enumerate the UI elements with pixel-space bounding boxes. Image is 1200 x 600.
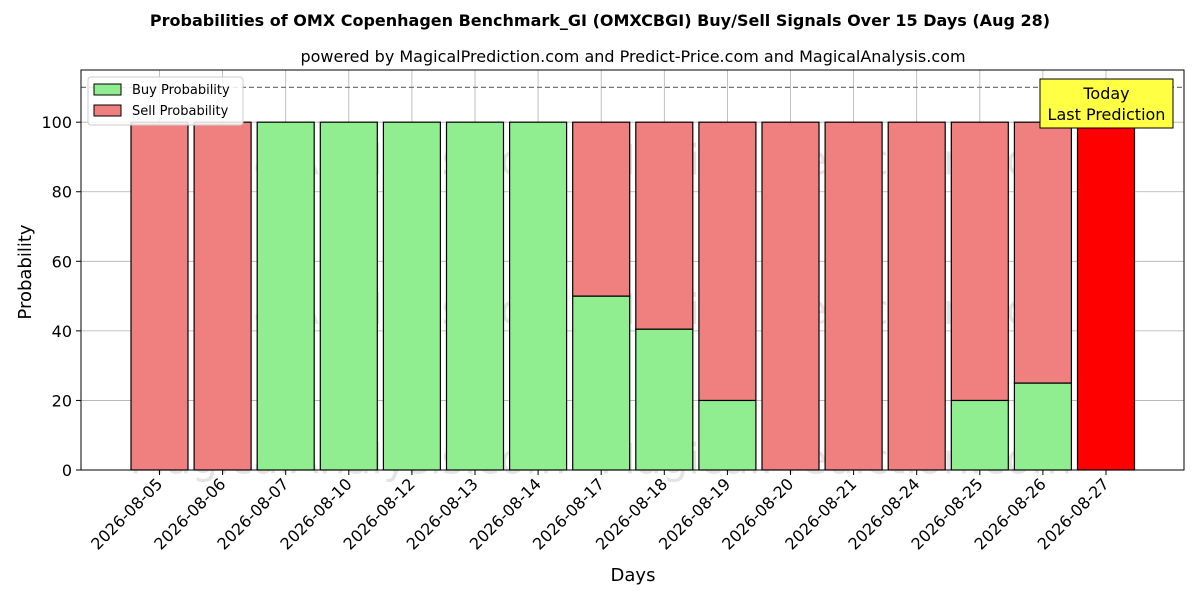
- today-annotation: Today Last Prediction: [1039, 78, 1174, 129]
- legend-swatch: [93, 83, 122, 96]
- legend-swatch: [93, 104, 122, 117]
- bar-sell: [572, 121, 631, 297]
- bar-sell: [824, 121, 883, 471]
- today-annotation-box: [1039, 78, 1174, 129]
- bar-sell: [698, 121, 757, 402]
- today-annotation-text: Today: [1082, 84, 1129, 103]
- bar-sell-highlight: [1076, 121, 1136, 471]
- bar-sell: [761, 121, 820, 471]
- bar-buy: [319, 121, 378, 471]
- bar-sell: [887, 121, 946, 471]
- chart-title: Probabilities of OMX Copenhagen Benchmar…: [150, 11, 1050, 30]
- bars: [130, 121, 1136, 471]
- y-tick-label: 60: [52, 252, 72, 271]
- bar-buy: [256, 121, 315, 471]
- bar-buy: [445, 121, 505, 471]
- bar-sell: [950, 121, 1009, 402]
- bar-buy: [572, 295, 631, 471]
- legend-box: [87, 76, 244, 126]
- bar-buy: [950, 399, 1009, 471]
- bar-buy: [1013, 382, 1073, 471]
- y-tick-label: 0: [62, 461, 72, 480]
- bar-sell: [193, 121, 252, 471]
- today-annotation-text: Last Prediction: [1048, 105, 1166, 124]
- bar-buy: [635, 328, 694, 471]
- bar-sell: [1013, 121, 1073, 384]
- y-tick-label: 100: [41, 113, 72, 132]
- bar-sell: [635, 121, 694, 330]
- bar-buy: [509, 121, 568, 471]
- legend-label: Sell Probability: [132, 104, 229, 119]
- bar-sell: [130, 121, 189, 471]
- legend: Buy Probability Sell Probability: [87, 76, 244, 126]
- bar-buy: [382, 121, 441, 471]
- legend-label: Buy Probability: [132, 83, 230, 98]
- x-axis-label: Days: [611, 565, 656, 586]
- y-tick-label: 20: [52, 391, 72, 410]
- plot-frame: [80, 69, 1185, 471]
- bar-buy: [698, 399, 757, 471]
- chart-subtitle: powered by MagicalPrediction.com and Pre…: [300, 47, 965, 66]
- y-tick-label: 40: [52, 322, 72, 341]
- y-tick-label: 80: [52, 183, 72, 202]
- y-axis-label: Probability: [15, 224, 36, 319]
